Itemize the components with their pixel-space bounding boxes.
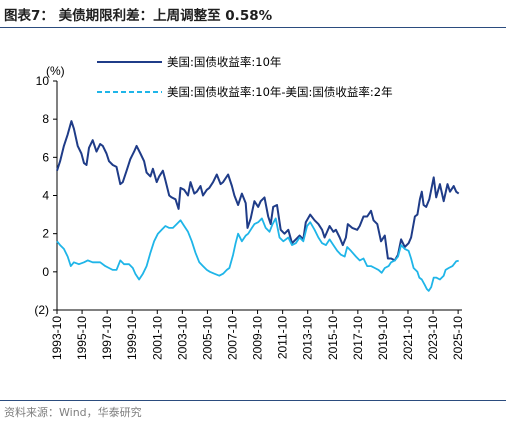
x-tick-label: 1993-10: [50, 316, 64, 360]
y-tick-label: 8: [42, 112, 49, 126]
x-tick-label: 2015-10: [326, 316, 340, 360]
series-line-10y-yield: [56, 120, 460, 262]
x-tick-label: 2019-10: [376, 316, 390, 360]
x-tick-label: 2007-10: [225, 316, 239, 360]
y-tick-label: 6: [42, 150, 49, 164]
x-tick-label: 2021-10: [401, 316, 415, 360]
x-tick-label: 2013-10: [301, 316, 315, 360]
x-tick-label: 1997-10: [100, 316, 114, 360]
title-divider: [0, 27, 506, 28]
y-tick-label: (2): [34, 303, 49, 317]
chart-title: 图表7： 美债期限利差：上周调整至 0.58%: [4, 8, 273, 24]
x-tick-label: 2017-10: [351, 316, 365, 360]
series-layer: [56, 120, 460, 292]
y-tick-label: 4: [42, 189, 49, 203]
x-tick-label: 1999-10: [125, 316, 139, 360]
x-tick-label: 1995-10: [75, 316, 89, 360]
x-tick-label: 2009-10: [251, 316, 265, 360]
legend-label: 美国:国债收益率:10年: [167, 55, 281, 69]
x-axis: 1993-10 1995-10 1997-10 1999-10 2001-10 2003-…: [50, 309, 465, 360]
x-tick-label: 2003-10: [175, 316, 189, 360]
y-axis: 10 8 6 4 2 0 (2): [34, 74, 58, 317]
y-tick-label: 2: [42, 227, 49, 241]
x-tick-label: 2001-10: [150, 316, 164, 360]
y-tick-label: 0: [42, 265, 49, 279]
x-tick-label: 2011-10: [276, 316, 290, 359]
series-line-10y-2y-spread: [56, 217, 459, 292]
x-tick-label: 2023-10: [426, 316, 440, 360]
y-tick-label: 10: [36, 74, 50, 88]
y-axis-label: (%): [46, 64, 65, 78]
source-note: 资料来源：Wind，华泰研究: [4, 406, 142, 419]
line-chart: (%) 10 8 6 4 2 0 (2) 1993-10 1995-10 1997-10 1999…: [34, 55, 465, 360]
footer-divider: [0, 400, 506, 401]
legend-label: 美国:国债收益率:10年-美国:国债收益率:2年: [167, 85, 393, 99]
x-tick-label: 2025-10: [451, 316, 465, 360]
x-tick-label: 2005-10: [200, 316, 214, 360]
